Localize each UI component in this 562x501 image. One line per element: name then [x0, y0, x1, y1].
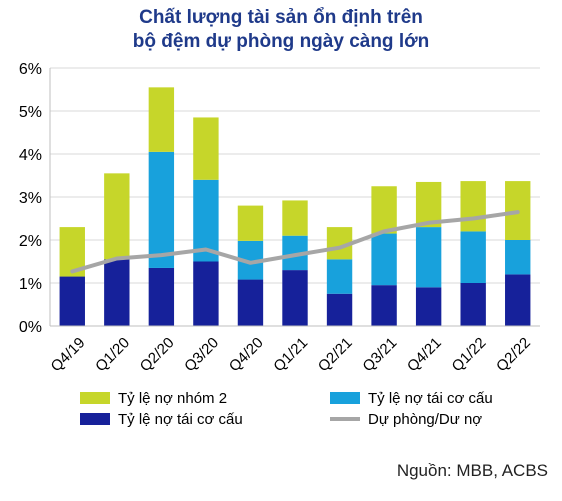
restructured-dark-bar-8: [415, 287, 442, 326]
legend: Tỷ lệ nợ nhóm 2 Tỷ lệ nợ tái cơ cấu Tỷ lệ …: [80, 390, 493, 428]
y-axis: 0% 1% 2% 3% 4% 5% 6%: [19, 61, 51, 336]
nhom2-bar-7: [371, 186, 397, 234]
restructured-dark-bar-6: [326, 293, 353, 326]
y-tick-label: 5%: [19, 104, 42, 121]
nhom2-bar-3: [193, 117, 219, 180]
chart-title-line-2: bộ đệm dự phòng ngày càng lớn: [132, 31, 430, 52]
restructured-light-bar-8: [415, 227, 442, 288]
x-tick-label: Q2/22: [493, 334, 534, 375]
restructured-light-bar-7: [371, 233, 397, 286]
y-tick-label: 1%: [19, 276, 42, 293]
legend-label: Tỷ lệ nợ tái cơ cấu: [118, 411, 243, 428]
nhom2-bar-9: [460, 181, 486, 232]
restructured-light-bar-9: [460, 231, 486, 283]
x-tick-label: Q1/21: [270, 334, 311, 375]
x-tick-label: Q3/20: [181, 334, 222, 375]
source-note: Nguồn: MBB, ACBS: [396, 461, 548, 480]
legend-label: Dự phòng/Dư nợ: [368, 411, 482, 428]
x-axis: Q4/19 Q1/20 Q2/20 Q3/20 Q4/20 Q1/21 Q2/21 Q3/21…: [48, 325, 540, 375]
restructured-dark-bar-2: [148, 267, 175, 326]
y-tick-label: 0%: [19, 319, 42, 336]
x-tick-label: Q2/20: [137, 334, 178, 375]
nhom2-bar-1: [104, 173, 130, 260]
x-tick-label: Q3/21: [359, 334, 400, 375]
x-tick-label: Q1/22: [449, 334, 490, 375]
restructured-dark-bar-5: [282, 270, 308, 326]
nhom2-bar-4: [237, 205, 264, 241]
legend-swatch: [80, 413, 110, 425]
legend-swatch: [80, 392, 110, 404]
restructured-dark-bar-1: [104, 259, 130, 326]
restructured-dark-bar-4: [237, 279, 264, 326]
y-tick-label: 2%: [19, 233, 42, 250]
x-tick-label: Q4/20: [226, 334, 267, 375]
restructured-dark-bar-7: [371, 285, 397, 326]
x-tick-label: Q4/21: [404, 334, 445, 375]
bars: [59, 87, 531, 326]
restructured-light-bar-6: [326, 259, 353, 294]
y-tick-label: 4%: [19, 147, 42, 164]
provision-line: [70, 210, 520, 274]
restructured-light-bar-2: [148, 151, 175, 268]
nhom2-bar-2: [148, 87, 175, 152]
restructured-light-bar-10: [505, 240, 531, 275]
chart-title: Chất lượng tài sản ổn định trên bộ đệm d…: [0, 6, 562, 54]
restructured-dark-bar-3: [193, 261, 219, 326]
nhom2-bar-5: [282, 200, 308, 236]
restructured-dark-bar-0: [59, 276, 85, 326]
legend-label: Tỷ lệ nợ nhóm 2: [118, 390, 227, 407]
x-tick-label: Q4/19: [48, 334, 89, 375]
legend-swatch: [330, 392, 360, 404]
restructured-dark-bar-10: [505, 274, 531, 326]
x-tick-label: Q2/21: [315, 334, 356, 375]
legend-label: Tỷ lệ nợ tái cơ cấu: [368, 390, 493, 407]
chart-title-line-1: Chất lượng tài sản ổn định trên: [139, 7, 423, 28]
restructured-dark-bar-9: [460, 283, 486, 326]
y-tick-label: 6%: [19, 61, 42, 78]
x-tick-label: Q1/20: [92, 334, 133, 375]
nhom2-bar-8: [415, 181, 442, 228]
y-tick-label: 3%: [19, 190, 42, 207]
